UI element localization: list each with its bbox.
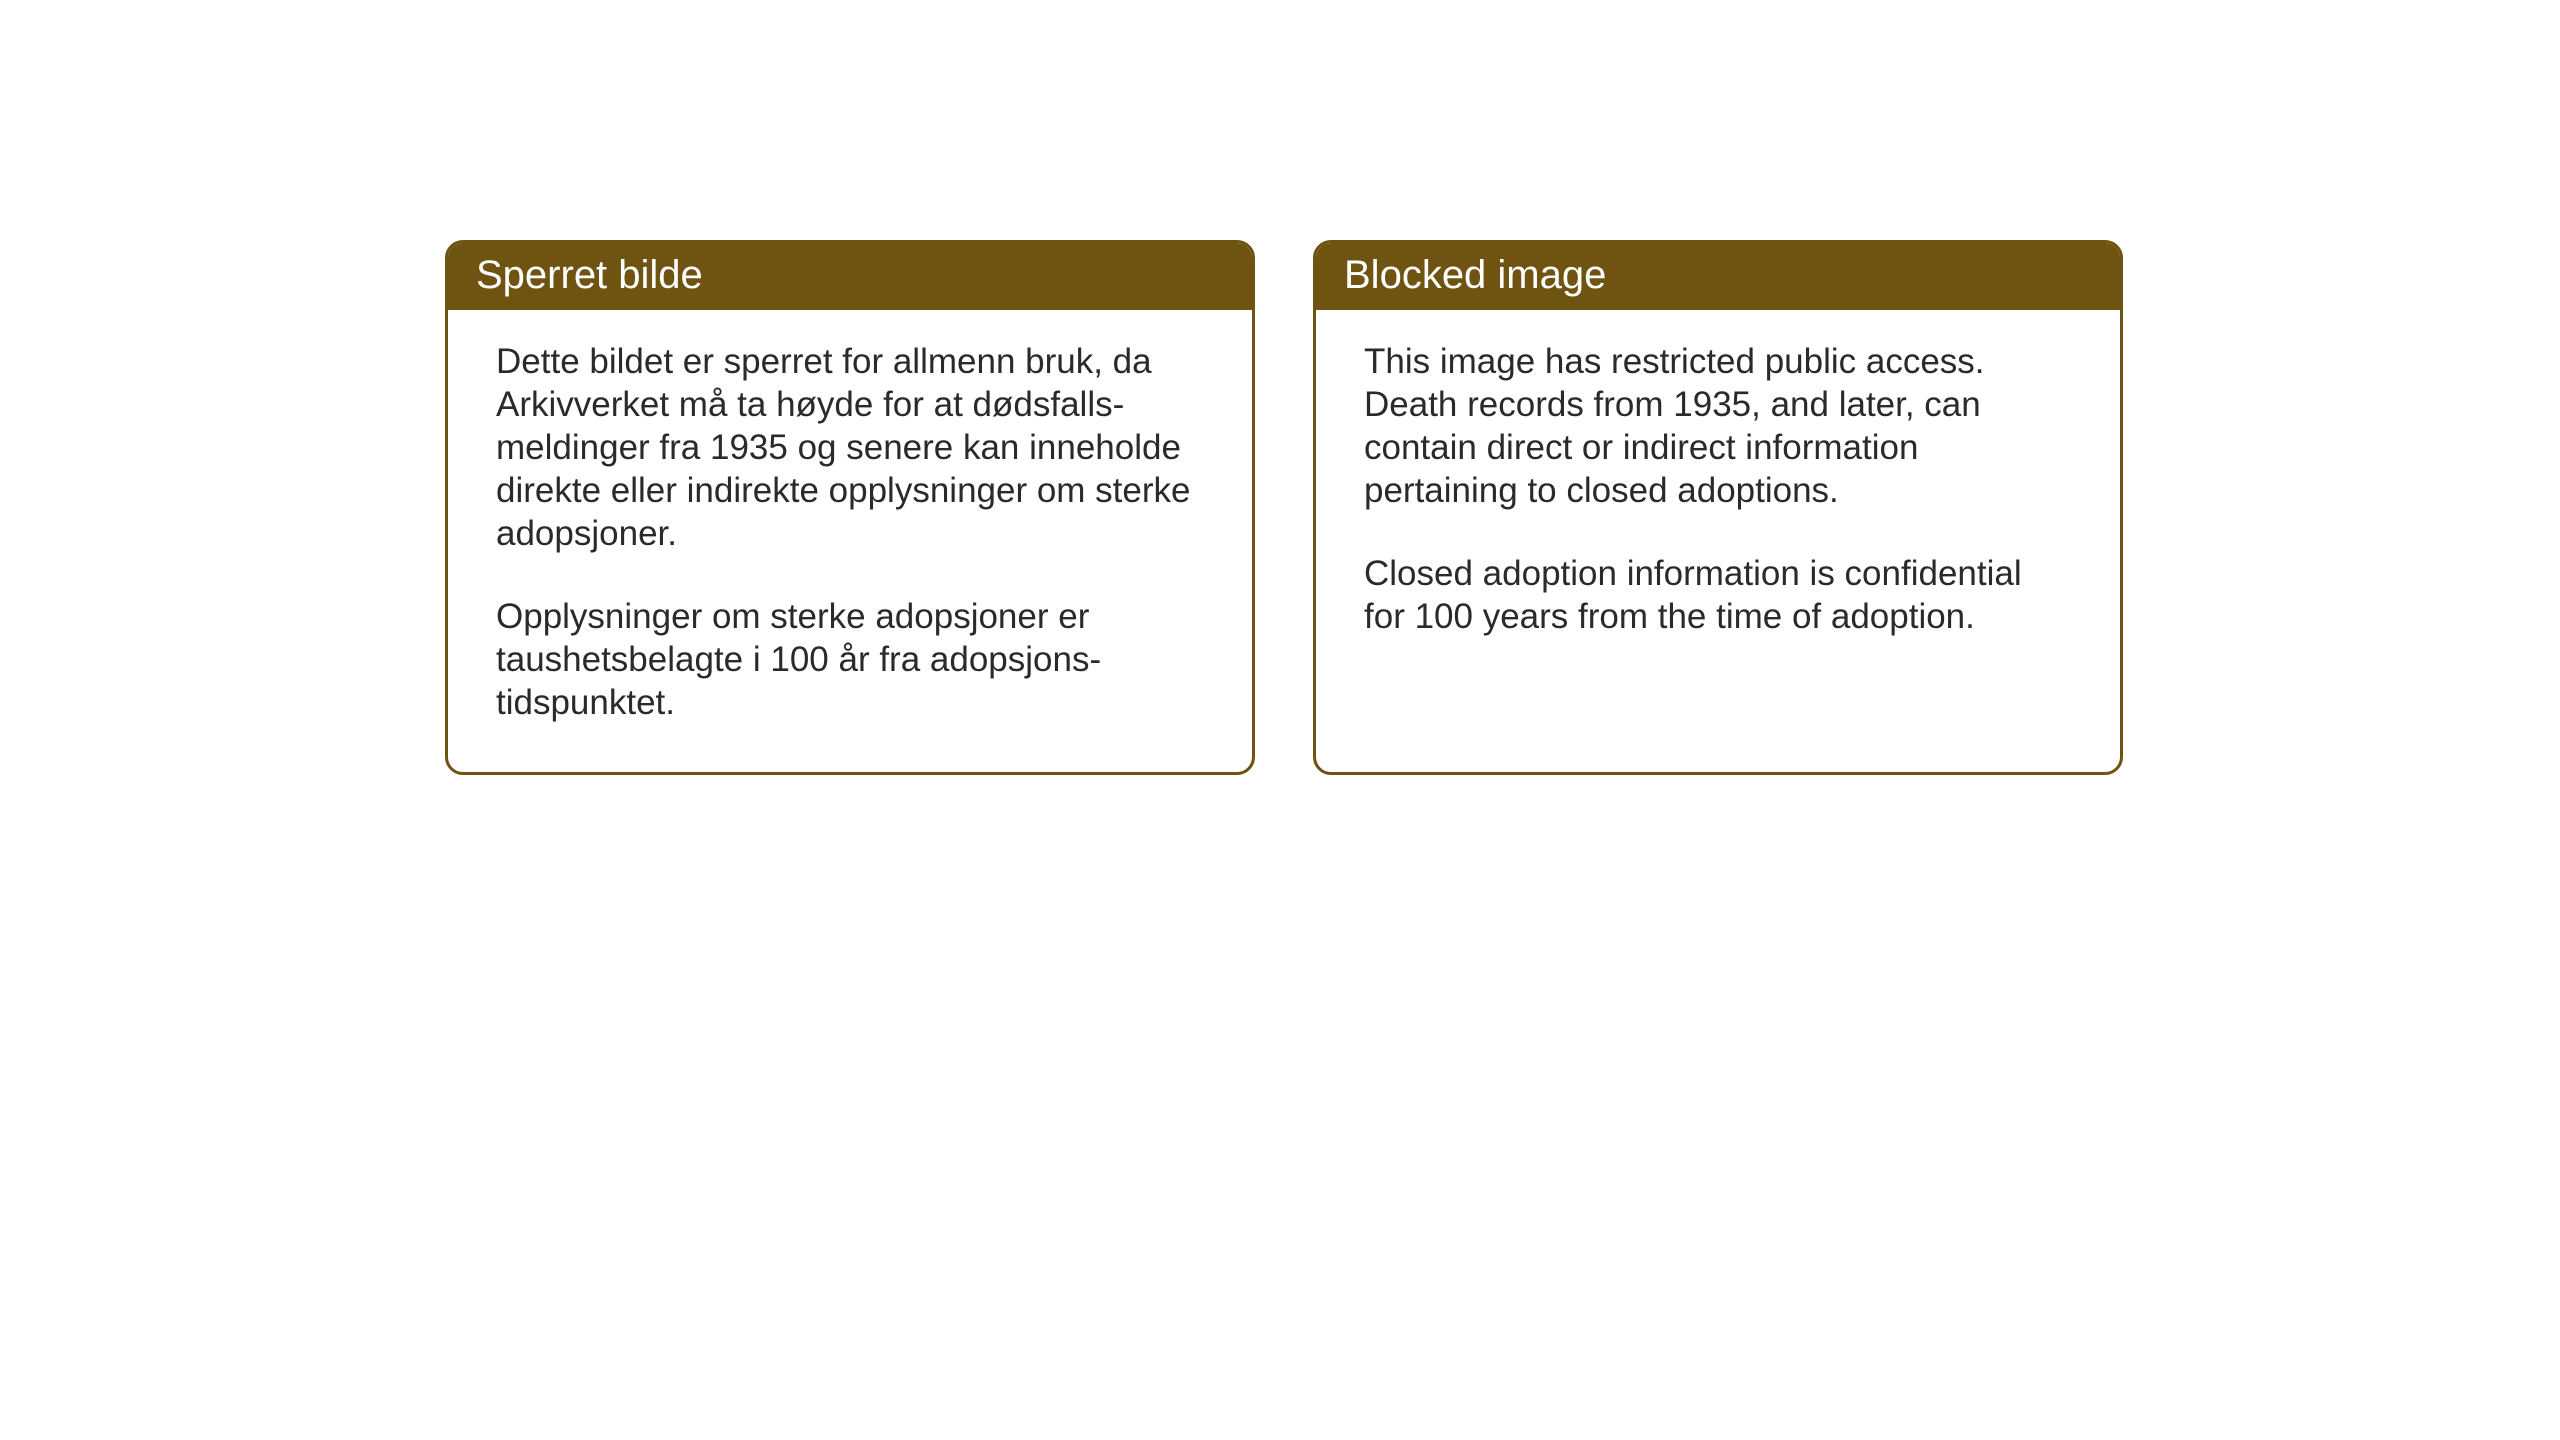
card-body-norwegian: Dette bildet er sperret for allmenn bruk… — [448, 310, 1252, 772]
card-header-english: Blocked image — [1316, 243, 2120, 310]
notice-container: Sperret bilde Dette bildet er sperret fo… — [445, 240, 2123, 775]
notice-card-english: Blocked image This image has restricted … — [1313, 240, 2123, 775]
card-header-norwegian: Sperret bilde — [448, 243, 1252, 310]
paragraph-text: Dette bildet er sperret for allmenn bruk… — [496, 340, 1204, 555]
notice-card-norwegian: Sperret bilde Dette bildet er sperret fo… — [445, 240, 1255, 775]
paragraph-text: Closed adoption information is confident… — [1364, 552, 2072, 638]
card-body-english: This image has restricted public access.… — [1316, 310, 2120, 686]
paragraph-text: This image has restricted public access.… — [1364, 340, 2072, 512]
paragraph-text: Opplysninger om sterke adopsjoner er tau… — [496, 595, 1204, 724]
